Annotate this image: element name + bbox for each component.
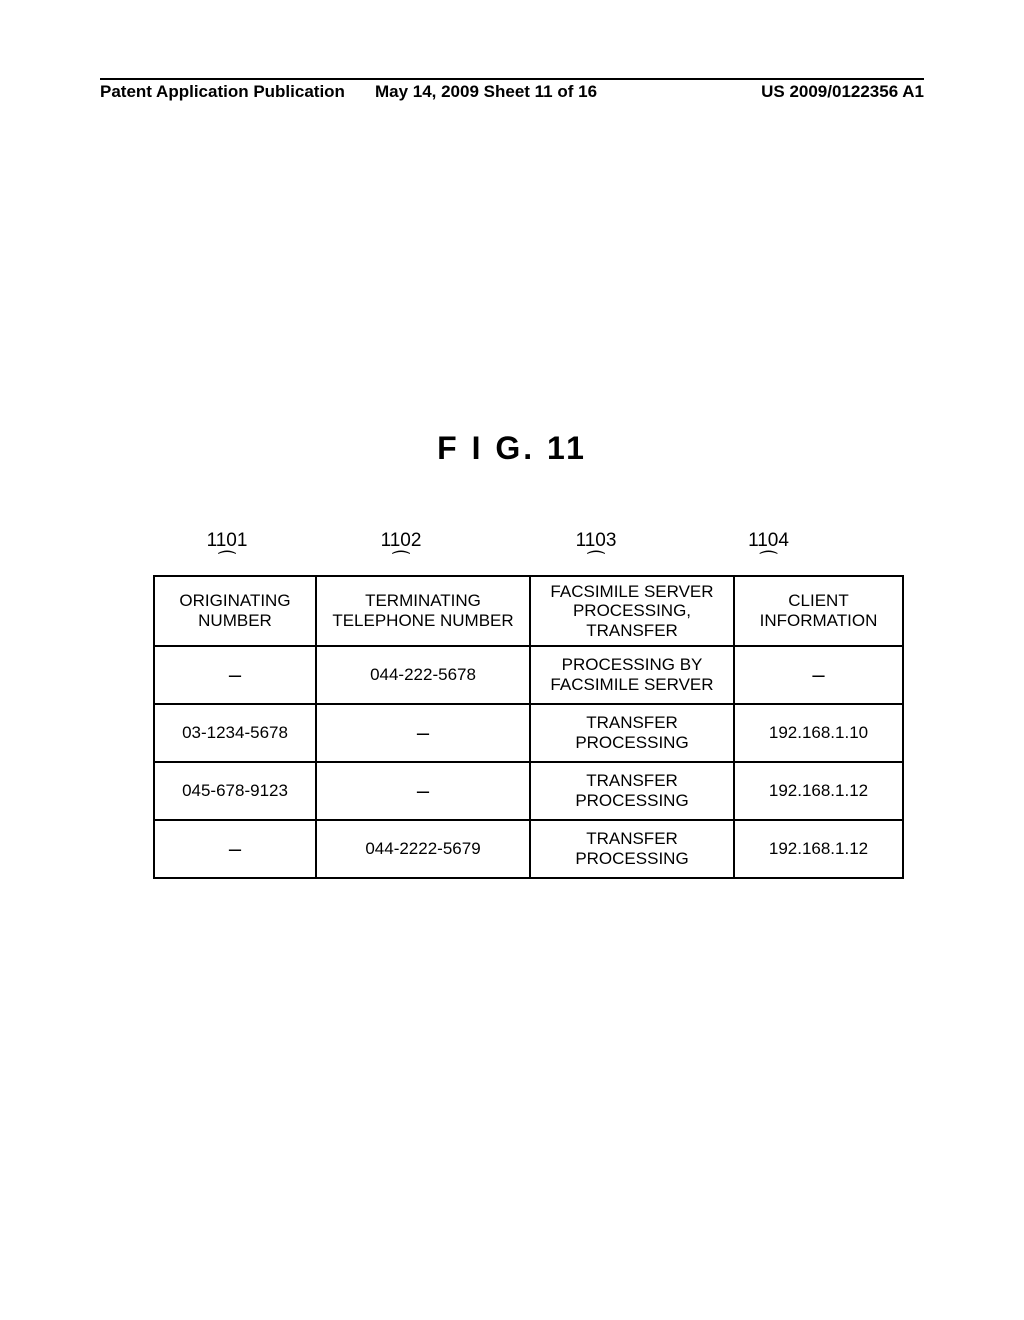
cell-processing: TRANSFERPROCESSING <box>530 704 734 762</box>
col-ref-1104: 1104 ⁀ <box>691 530 846 575</box>
col-header-processing: FACSIMILE SERVERPROCESSING,TRANSFER <box>530 576 734 646</box>
col-ref-tick: ⁀ <box>153 550 301 575</box>
table-row: 045-678-9123 – TRANSFERPROCESSING 192.16… <box>154 762 903 820</box>
col-ref-1103: 1103 ⁀ <box>501 530 691 575</box>
header-rule <box>100 78 924 80</box>
routing-table: ORIGINATINGNUMBER TERMINATINGTELEPHONE N… <box>153 575 904 879</box>
table-header-row: ORIGINATINGNUMBER TERMINATINGTELEPHONE N… <box>154 576 903 646</box>
table-row: – 044-222-5678 PROCESSING BYFACSIMILE SE… <box>154 646 903 704</box>
col-ref-number: 1101 <box>153 530 301 552</box>
cell-client: 192.168.1.10 <box>734 704 903 762</box>
cell-client: – <box>734 646 903 704</box>
cell-value: – <box>812 662 824 687</box>
col-ref-tick: ⁀ <box>301 550 501 575</box>
cell-processing: TRANSFERPROCESSING <box>530 820 734 878</box>
cell-processing: PROCESSING BYFACSIMILE SERVER <box>530 646 734 704</box>
cell-value: – <box>417 778 429 803</box>
cell-client: 192.168.1.12 <box>734 820 903 878</box>
col-ref-tick: ⁀ <box>501 550 691 575</box>
col-header-client: CLIENTINFORMATION <box>734 576 903 646</box>
patent-page: Patent Application Publication May 14, 2… <box>0 0 1024 1320</box>
col-ref-number: 1104 <box>691 530 846 552</box>
routing-table-wrap: ORIGINATINGNUMBER TERMINATINGTELEPHONE N… <box>153 575 904 879</box>
col-ref-number: 1103 <box>501 530 691 552</box>
figure-title: F I G. 11 <box>0 430 1024 467</box>
cell-processing: TRANSFERPROCESSING <box>530 762 734 820</box>
cell-client: 192.168.1.12 <box>734 762 903 820</box>
col-header-terminating: TERMINATINGTELEPHONE NUMBER <box>316 576 530 646</box>
header-patent-number: US 2009/0122356 A1 <box>761 82 924 102</box>
header-publication: Patent Application Publication <box>100 82 345 102</box>
cell-value: – <box>417 720 429 745</box>
header-date-sheet: May 14, 2009 Sheet 11 of 16 <box>345 82 761 102</box>
table-row: – 044-2222-5679 TRANSFERPROCESSING 192.1… <box>154 820 903 878</box>
col-ref-1102: 1102 ⁀ <box>301 530 501 575</box>
column-reference-labels: 1101 ⁀ 1102 ⁀ 1103 ⁀ 1104 ⁀ <box>153 530 846 575</box>
col-ref-tick: ⁀ <box>691 550 846 575</box>
cell-terminating: – <box>316 704 530 762</box>
col-header-originating: ORIGINATINGNUMBER <box>154 576 316 646</box>
page-header: Patent Application Publication May 14, 2… <box>100 82 924 102</box>
cell-originating: – <box>154 646 316 704</box>
cell-terminating: 044-2222-5679 <box>316 820 530 878</box>
col-ref-1101: 1101 ⁀ <box>153 530 301 575</box>
cell-originating: – <box>154 820 316 878</box>
col-ref-number: 1102 <box>301 530 501 552</box>
cell-originating: 03-1234-5678 <box>154 704 316 762</box>
cell-value: – <box>229 836 241 861</box>
cell-terminating: – <box>316 762 530 820</box>
table-row: 03-1234-5678 – TRANSFERPROCESSING 192.16… <box>154 704 903 762</box>
cell-originating: 045-678-9123 <box>154 762 316 820</box>
cell-value: – <box>229 662 241 687</box>
cell-terminating: 044-222-5678 <box>316 646 530 704</box>
